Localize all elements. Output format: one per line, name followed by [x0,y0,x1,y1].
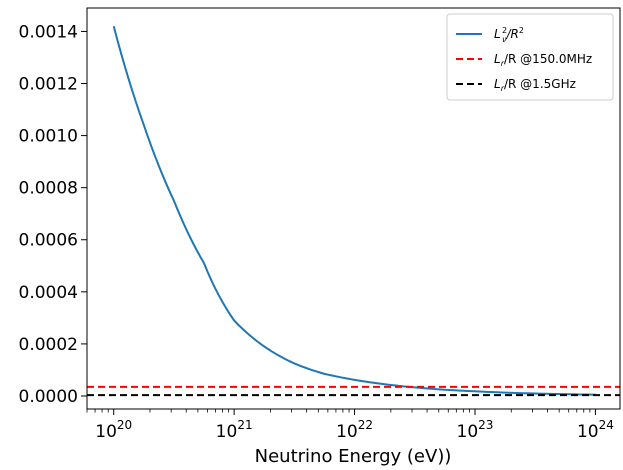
series-line [112,25,596,396]
x-tick-label: 1021 [216,418,253,442]
legend-label-part: r [501,84,505,93]
x-tick-mantissa: 10 [336,422,358,442]
x-tick-exponent: 21 [237,418,252,432]
x-tick-exponent: 23 [478,418,493,432]
legend-label-part: L [494,52,501,66]
y-tick-label: 0.0002 [19,335,78,355]
x-tick-label: 1020 [95,418,132,442]
legend-label-part: 2 [519,26,524,35]
series-layer [87,25,620,397]
x-tick-label: 1022 [336,418,373,442]
legend-label-part: 2 [502,26,507,35]
legend-label-part: /R [505,27,518,41]
legend-label-part: /R @150.0MHz [504,52,592,66]
x-tick-exponent: 20 [117,418,132,432]
x-tick-mantissa: 10 [216,422,238,442]
legend-label-part: /R @1.5GHz [504,77,576,91]
legend-label: Lr/R @150.0MHz [494,52,592,68]
y-axis: 0.0000 0.0002 0.0004 0.0006 0.0008 0.0010 0.00… [19,22,87,407]
y-tick-label: 0.0004 [19,283,78,303]
x-tick-mantissa: 10 [577,422,599,442]
y-tick-label: 0.0014 [19,22,78,42]
y-tick-label: 0.0008 [19,179,78,199]
x-tick-mantissa: 10 [95,422,117,442]
y-tick-label: 0.0010 [19,127,78,147]
x-tick-label: 1023 [457,418,494,442]
legend-label: Lr/R @1.5GHz [494,77,576,93]
y-tick-label: 0.0006 [19,231,78,251]
x-tick-label: 1024 [577,418,614,442]
x-tick-mantissa: 10 [457,422,479,442]
x-axis-label: Neutrino Energy (eV)) [255,446,452,467]
x-tick-exponent: 24 [599,418,614,432]
x-tick-exponent: 22 [358,418,373,432]
x-axis: 1020 1021 1022 1023 1024 [86,409,614,442]
legend-label-part: r [501,59,505,68]
legend-label-part: ν [502,35,507,44]
legend-label-part: L [494,27,501,41]
y-tick-label: 0.0012 [19,75,78,95]
legend-box [446,13,614,101]
plot-frame [86,7,621,410]
legend-label-part: L [494,77,501,91]
legend-label: L2 ν/R2 [494,26,524,44]
y-tick-label: 0.0000 [19,387,78,407]
